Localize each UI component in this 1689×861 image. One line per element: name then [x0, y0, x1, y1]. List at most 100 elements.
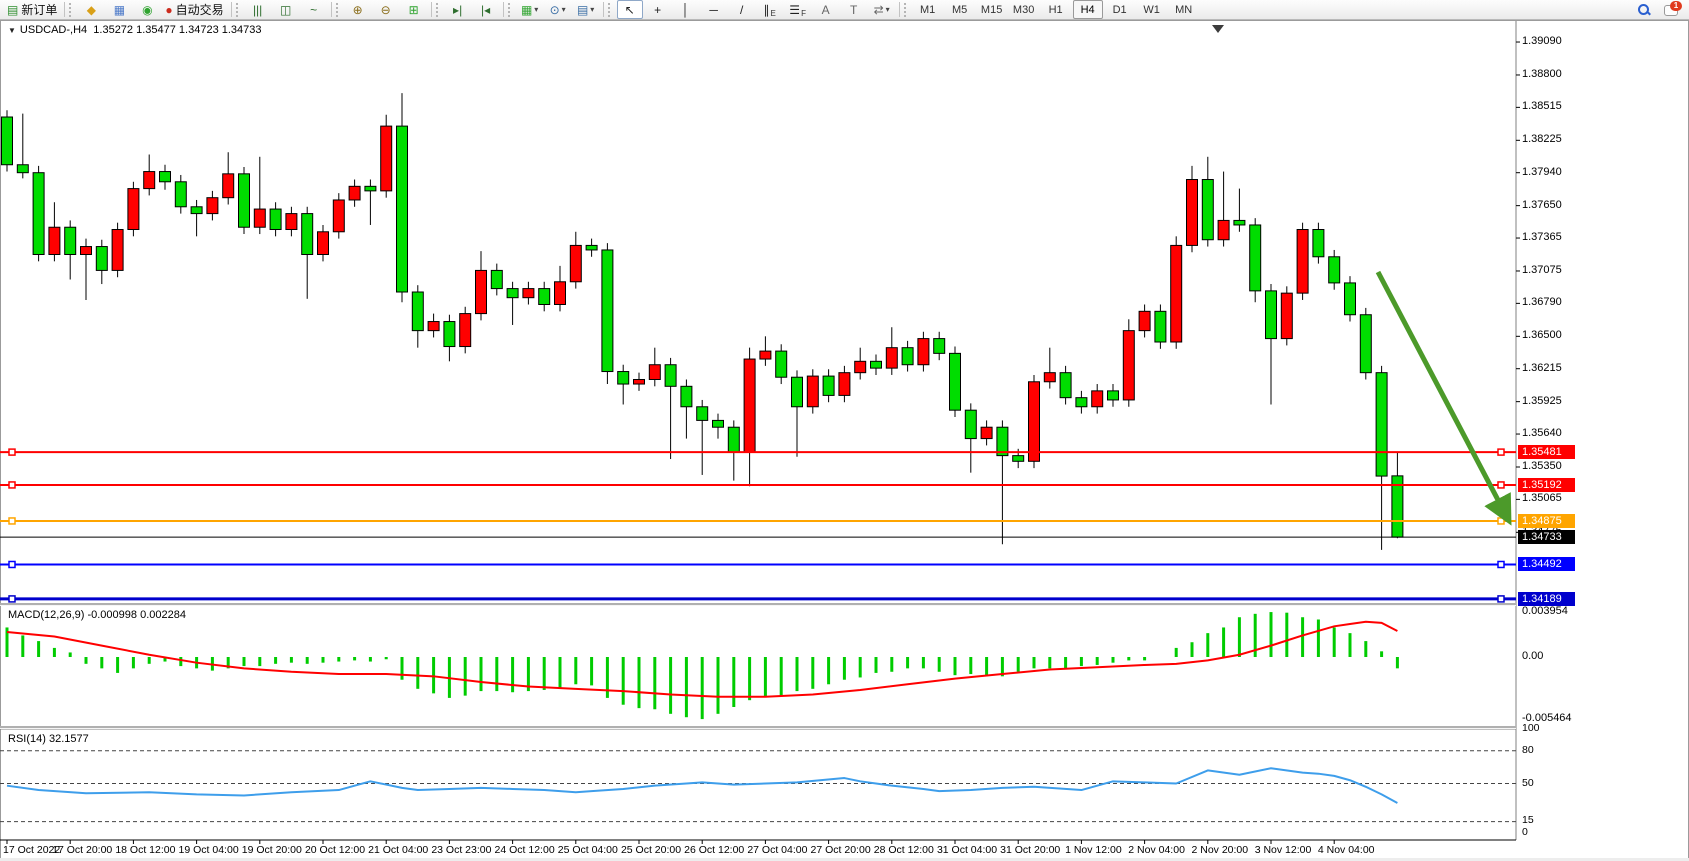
candle [1059, 365, 1072, 405]
price-level-badge[interactable]: 1.35481 [1518, 445, 1575, 460]
candle [143, 154, 156, 196]
text-label-button[interactable]: T [841, 0, 867, 19]
candle [633, 372, 645, 391]
timeframe-button-m30[interactable]: M30 [1012, 3, 1035, 16]
panel-splitter-macd[interactable] [0, 603, 1516, 606]
new-chart-button[interactable]: ▦ ▾ [517, 0, 543, 19]
candle [648, 347, 661, 387]
current-price-badge[interactable]: 1.34733 [1518, 530, 1575, 545]
price-level-badge[interactable]: 1.34189 [1518, 591, 1575, 606]
cursor-button[interactable]: ↖ [616, 0, 643, 19]
horizontal-line-button[interactable]: ─ [701, 0, 727, 19]
time-axis-label: 21 Oct 04:00 [368, 844, 429, 856]
search-button[interactable] [1631, 0, 1657, 19]
toolbar-grip [607, 2, 613, 17]
new-order-button-label: 新订单 [21, 3, 58, 17]
autotrading-glyph: ● [165, 2, 173, 17]
line-handle[interactable] [1497, 481, 1505, 489]
bar-chart-icon[interactable]: ||| [245, 0, 271, 19]
macd-tick-label: -0.005464 [1522, 712, 1572, 725]
zoom-out-glyph: ⊖ [380, 2, 391, 17]
panel-splitter-rsi[interactable] [0, 726, 1516, 729]
time-axis-label: 19 Oct 04:00 [178, 844, 239, 856]
candle [664, 357, 677, 460]
line-handle[interactable] [8, 481, 16, 489]
timeframe-button-h1[interactable]: H1 [1048, 3, 1063, 16]
line-handle[interactable] [8, 517, 16, 525]
timeframe-button-m1[interactable]: M1 [919, 3, 936, 16]
line-handle[interactable] [8, 560, 16, 569]
channel-button[interactable]: ∥ E [757, 0, 783, 19]
candlestick-chart-icon-glyph: ◫ [279, 2, 292, 17]
notifications-button[interactable]: 1 [1659, 0, 1685, 19]
rsi-tick-label: 15 [1522, 813, 1534, 826]
arrows-button[interactable]: ⇄ ▾ [869, 0, 895, 19]
fibonacci-button[interactable]: ☰ F [785, 0, 811, 19]
chart-shift-marker[interactable] [1212, 25, 1224, 33]
timeframe-button-h4[interactable]: H4 [1072, 0, 1103, 19]
line-chart-icon[interactable]: ~ [301, 0, 327, 19]
timeframe-button-mn[interactable]: MN [1175, 3, 1193, 16]
dropdown-arrow-icon[interactable]: ▾ [534, 5, 539, 14]
new-order-button[interactable]: ▤ 新订单 [4, 0, 60, 19]
rsi-tick-label: 50 [1522, 776, 1534, 789]
candle [1359, 307, 1372, 380]
line-handle[interactable] [8, 595, 16, 603]
crosshair-button[interactable]: + [645, 0, 671, 19]
line-handle[interactable] [1497, 560, 1505, 569]
line-handle[interactable] [1497, 517, 1505, 525]
dropdown-arrow-icon[interactable]: ▾ [590, 5, 595, 14]
tile-windows-icon[interactable]: ⊞ [401, 0, 427, 19]
gold-tool-icon[interactable]: ◆ [78, 0, 104, 19]
line-handle[interactable] [1497, 595, 1505, 603]
line-handle[interactable] [8, 448, 16, 456]
price-level-badge[interactable]: 1.34875 [1518, 513, 1575, 528]
cursor-glyph: ↖ [624, 2, 635, 17]
autotrading-button[interactable]: ● 自动交易 [162, 0, 226, 19]
tool-sub-letter: E [770, 9, 776, 18]
toolbar-grip [69, 2, 74, 17]
zoom-in-button[interactable]: ⊕ [345, 0, 371, 19]
candle [1375, 365, 1388, 550]
price-level-badge[interactable]: 1.34492 [1518, 557, 1575, 572]
auto-scroll-glyph: ▸| [453, 2, 463, 17]
chart-shift-button[interactable]: |◂ [473, 0, 499, 19]
dropdown-arrow-icon[interactable]: ▾ [885, 5, 890, 14]
line-handle[interactable] [1497, 448, 1505, 456]
toolbar-separator [230, 2, 232, 17]
candle [585, 238, 598, 257]
timeframe-button-m15[interactable]: M15 [980, 3, 1003, 16]
signal-icon[interactable]: ◉ [134, 0, 160, 19]
zoom-out-button[interactable]: ⊖ [373, 0, 399, 19]
vertical-line-button[interactable]: │ [673, 0, 699, 19]
price-tick-label: 1.35350 [1522, 459, 1562, 472]
ohlc-values: 1.35272 1.35477 1.34723 1.34733 [93, 24, 262, 36]
chart-window-icon[interactable]: ▦ [106, 0, 132, 19]
main-toolbar: ▤ 新订单 ◆ ▦ ◉ ● 自动交易 ||| ◫ ~ ⊕ ⊖ ⊞ ▸| |◂ ▦ ▾ ⊙ ▾ ▤ ▾ ↖ + │ ─ / ∥ E ☰ F A… [0, 0, 1689, 20]
candle [854, 347, 867, 380]
candle [190, 199, 203, 237]
trendline-button[interactable]: / [729, 0, 755, 19]
symbol-label: USDCAD-,H4 [19, 24, 88, 36]
toolbar-grip [435, 2, 441, 17]
timeframe-button-w1[interactable]: W1 [1143, 3, 1160, 16]
candlestick-chart-icon[interactable]: ◫ [273, 0, 299, 19]
price-level-badge[interactable]: 1.35192 [1518, 477, 1575, 492]
auto-scroll-button[interactable]: ▸| [445, 0, 471, 19]
templates-button[interactable]: ▤ ▾ [573, 0, 599, 19]
timeframe-button-m5[interactable]: M5 [951, 3, 968, 16]
time-axis-label: 27 Oct 04:00 [747, 844, 808, 856]
candle [159, 164, 171, 190]
text-button[interactable]: A [813, 0, 839, 19]
trend-arrow-annotation[interactable] [1375, 270, 1512, 526]
macd-tick-label: 0.003954 [1522, 605, 1568, 618]
timeframe-button-d1[interactable]: D1 [1112, 3, 1127, 16]
dropdown-arrow-icon[interactable]: ▾ [561, 5, 566, 14]
autotrading-button-label: 自动交易 [175, 3, 224, 17]
candle [1170, 236, 1183, 349]
profiles-button[interactable]: ⊙ ▾ [545, 0, 571, 19]
symbol-dropdown-icon[interactable]: ▼ [8, 26, 16, 35]
candlestick-series[interactable] [1, 93, 1404, 550]
macd-indicator-label: MACD(12,26,9) -0.000998 0.002284 [8, 609, 186, 621]
